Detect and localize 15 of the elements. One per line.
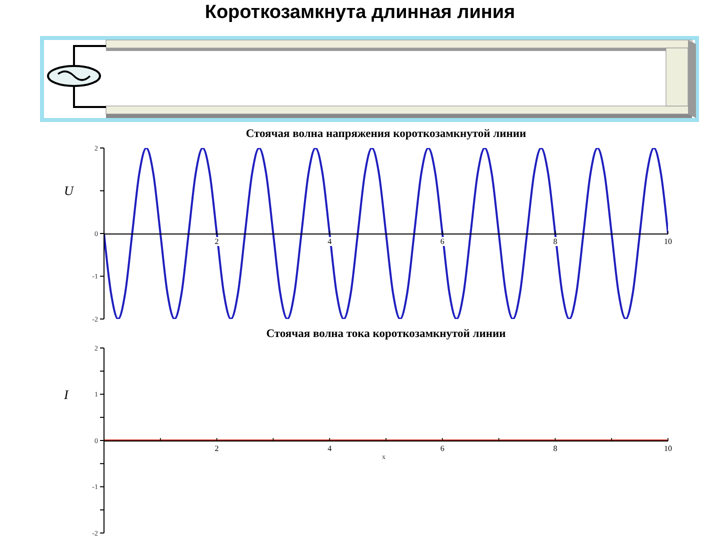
- x-tick-label: 8: [552, 237, 558, 246]
- x-tick-label: 10: [663, 237, 673, 246]
- chart-title: Стоячая волна тока короткозамкнутой линии: [265, 328, 507, 340]
- x-tick-label: 4: [326, 237, 333, 246]
- x-tick-label: 8: [552, 444, 558, 453]
- x-tick-label: 6: [439, 237, 446, 246]
- y-axis-title: I: [64, 386, 68, 402]
- x-tick-label: 4: [326, 444, 333, 453]
- x-tick-label: 10: [663, 444, 673, 453]
- chart-title: Стоячая волна напряжения короткозамкнутой линии: [244, 128, 528, 140]
- y-axis-title: U: [64, 183, 74, 199]
- x-tick-label: 2: [214, 237, 220, 246]
- x-tick-label: 2: [214, 444, 220, 453]
- x-tick-label: 6: [439, 444, 446, 453]
- text: Короткозамкнута длинная линия: [204, 2, 516, 24]
